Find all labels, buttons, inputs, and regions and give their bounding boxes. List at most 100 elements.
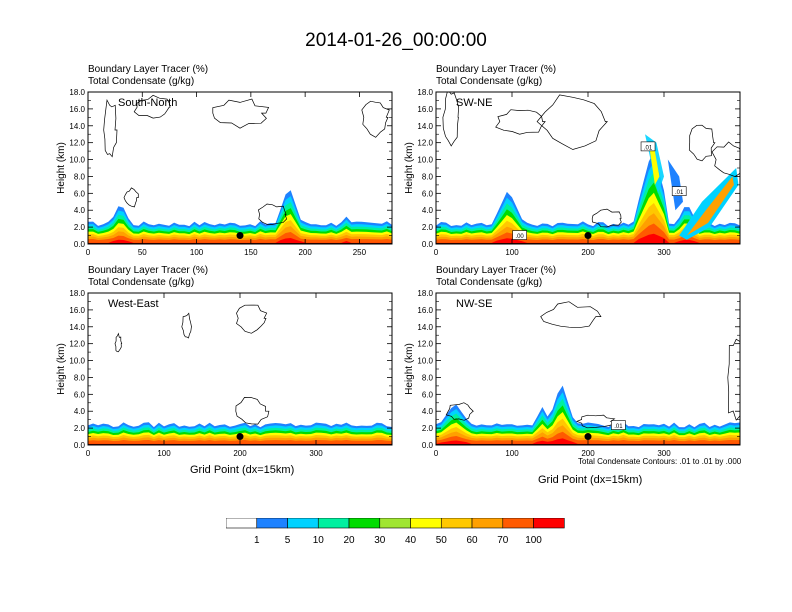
colorbar-swatch — [440, 517, 473, 529]
colorbar-svg: 1 5 10 20 30 40 50 60 70 100 — [225, 517, 565, 546]
header-line1: Boundary Layer Tracer (%) — [88, 64, 209, 75]
plot-frame — [87, 292, 393, 446]
y-tick-label: 0.0 — [422, 441, 434, 450]
contour-line — [442, 92, 459, 147]
elevated-plume-2 — [667, 159, 683, 211]
panel-title: West-East — [108, 298, 159, 310]
contour-line — [235, 397, 270, 425]
colorbar-swatch — [502, 517, 534, 529]
x-tick-label: 100 — [505, 248, 519, 257]
panel-sw-ne: .01 .01 .00 0.0 2.0 4.0 6.0 8.0 10.0 12.0 14.0 16.0… — [404, 88, 741, 257]
y-tick-label: 18.0 — [417, 289, 433, 298]
y-tick-label: 14.0 — [417, 122, 433, 131]
y-tick-label: 2.0 — [74, 424, 86, 433]
x-tick-label: 100 — [157, 449, 171, 458]
y-tick-label: 10.0 — [417, 156, 433, 165]
chart-svg: 0.0 2.0 4.0 6.0 8.0 10.0 12.0 14.0 16.0 18.0 0 50 10… — [56, 88, 393, 257]
condensate-contours — [103, 94, 390, 225]
contour-label: .01 — [675, 190, 684, 196]
colorbar-swatch — [410, 517, 442, 529]
slanted-plume — [679, 168, 739, 240]
x-tick-label: 200 — [298, 248, 312, 257]
x-tick-label: 250 — [353, 248, 367, 257]
contour-line — [495, 109, 546, 135]
contour-line — [257, 203, 287, 225]
y-tick-label: 10.0 — [417, 357, 433, 366]
y-tick-label: 12.0 — [417, 340, 433, 349]
header-line2: Total Condensate (g/kg) — [436, 277, 543, 288]
y-tick-label: 2.0 — [422, 223, 434, 232]
colorbar-label: 40 — [405, 535, 417, 546]
y-tick-label: 2.0 — [422, 424, 434, 433]
y-tick-label: 14.0 — [69, 122, 85, 131]
contour-line — [212, 98, 270, 129]
contour-line — [133, 94, 171, 119]
colorbar-label: 1 — [254, 535, 260, 546]
panel-south-north: 0.0 2.0 4.0 6.0 8.0 10.0 12.0 14.0 16.0 18.0 0 50 10… — [56, 88, 393, 257]
y-tick-label: 4.0 — [422, 206, 434, 215]
y-tick-label: 18.0 — [69, 88, 85, 97]
x-axis-label-left: Grid Point (dx=15km) — [190, 464, 295, 476]
x-tick-label: 50 — [138, 248, 147, 257]
x-tick-label: 0 — [86, 248, 91, 257]
colorbar-swatch — [317, 517, 350, 529]
contour-line — [181, 312, 192, 339]
contour-label: .00 — [515, 234, 524, 240]
y-tick-label: 16.0 — [69, 105, 85, 114]
location-marker — [584, 232, 592, 240]
contour-line — [361, 100, 390, 138]
x-tick-label: 150 — [244, 248, 258, 257]
location-marker — [236, 433, 244, 441]
y-tick-label: 4.0 — [74, 206, 86, 215]
plot-area — [436, 301, 740, 445]
colorbar: 1 5 10 20 30 40 50 60 70 100 — [225, 517, 566, 557]
y-tick-label: 6.0 — [422, 189, 434, 198]
tracer-band — [88, 232, 392, 244]
colorbar-label: 20 — [343, 535, 355, 546]
contour-line — [591, 208, 622, 228]
y-tick-label: 8.0 — [422, 373, 434, 382]
panel-header-4: Boundary Layer Tracer (%) Total Condensa… — [436, 265, 556, 289]
contour-label: .01 — [614, 424, 623, 430]
contour-label-box — [512, 230, 527, 240]
condensate-contours — [114, 304, 270, 425]
panel-title: NW-SE — [456, 298, 492, 310]
header-line1: Boundary Layer Tracer (%) — [88, 265, 209, 276]
contour-line — [114, 332, 123, 353]
x-tick-label: 100 — [505, 449, 519, 458]
colorbar-label: 70 — [497, 535, 509, 546]
contour-line — [236, 304, 268, 334]
panel-header-2: Boundary Layer Tracer (%) Total Condensa… — [436, 64, 556, 88]
x-tick-label: 0 — [86, 449, 91, 458]
y-axis-label: Height (km) — [56, 343, 67, 395]
x-tick-label: 200 — [581, 449, 595, 458]
y-tick-label: 0.0 — [422, 240, 434, 249]
header-line2: Total Condensate (g/kg) — [88, 277, 195, 288]
colorbar-label: 60 — [466, 535, 478, 546]
panel-west-east: 0.0 2.0 4.0 6.0 8.0 10.0 12.0 14.0 16.0 18.0 0 100 2… — [56, 289, 393, 458]
slanted-plume-core — [686, 176, 734, 236]
colorbar-swatch — [348, 517, 381, 529]
tracer-band — [88, 226, 392, 244]
chart-svg: .01 0.0 2.0 4.0 6.0 8.0 10.0 12.0 14.0 16.0 18.0 0 1… — [404, 289, 741, 458]
y-tick-label: 10.0 — [69, 357, 85, 366]
header-line2: Total Condensate (g/kg) — [88, 76, 195, 87]
x-tick-label: 0 — [434, 449, 439, 458]
contour-line — [688, 124, 716, 162]
y-axis-label: Height (km) — [56, 142, 67, 194]
plot-area — [88, 94, 392, 244]
condensate-contours — [442, 92, 740, 228]
contour-line — [445, 402, 475, 421]
y-tick-label: 4.0 — [422, 407, 434, 416]
contour-label-box — [640, 141, 656, 152]
colorbar-label: 100 — [525, 535, 542, 546]
y-tick-label: 6.0 — [74, 189, 86, 198]
contour-label: .01 — [644, 145, 653, 151]
y-tick-label: 12.0 — [69, 340, 85, 349]
location-marker — [584, 433, 592, 441]
y-axis-label: Height (km) — [404, 343, 415, 395]
contour-line — [123, 187, 139, 208]
y-tick-label: 16.0 — [417, 306, 433, 315]
colorbar-label: 10 — [313, 535, 325, 546]
contour-line — [727, 338, 740, 421]
